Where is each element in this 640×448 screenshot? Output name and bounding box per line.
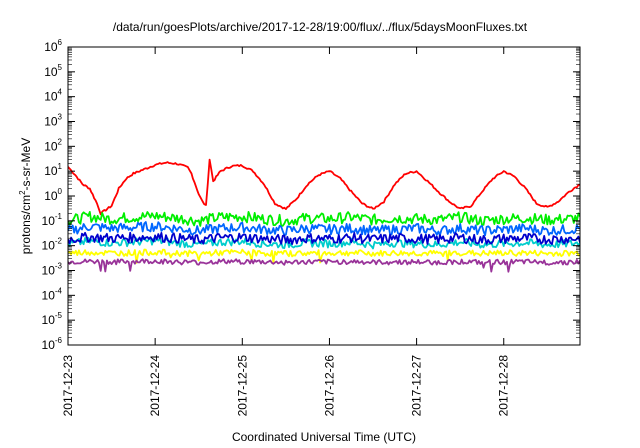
y-tick-label: 10-4 xyxy=(42,286,63,302)
x-tick-label: 2017-12-24 xyxy=(148,355,162,417)
y-tick-label: 10-1 xyxy=(42,212,63,228)
x-tick-label: 2017-12-23 xyxy=(61,355,75,417)
series-line-4 xyxy=(68,231,580,245)
x-axis-label: Coordinated Universal Time (UTC) xyxy=(231,430,417,444)
y-tick-label: 10-3 xyxy=(42,262,63,278)
y-tick-label: 106 xyxy=(44,38,62,54)
series-line-5 xyxy=(68,248,580,264)
y-axis: 10-6 10-5 10-4 10-3 10-2 10-1 100 101 102 103 104 1… xyxy=(42,38,580,352)
y-tick-label: 102 xyxy=(44,137,62,153)
y-tick-label: 10-6 xyxy=(42,336,63,352)
chart-title: /data/run/goesPlots/archive/2017-12-28/1… xyxy=(112,20,528,34)
x-tick-label: 2017-12-27 xyxy=(410,355,424,417)
series-line-1 xyxy=(68,211,580,227)
series-line-0 xyxy=(68,158,580,216)
y-tick-label: 100 xyxy=(44,187,62,203)
y-tick-label: 105 xyxy=(44,63,62,79)
y-tick-label: 101 xyxy=(44,162,62,178)
y-tick-label: 10-2 xyxy=(42,237,63,253)
y-tick-label: 10-5 xyxy=(42,311,63,327)
y-axis-label: protons/cm2-s-sr-MeV xyxy=(18,138,33,254)
x-tick-label: 2017-12-28 xyxy=(497,355,511,417)
plot-frame xyxy=(67,46,581,346)
series-line-6 xyxy=(68,258,580,273)
x-tick-label: 2017-12-25 xyxy=(235,355,249,417)
y-tick-label: 104 xyxy=(44,88,62,104)
x-tick-label: 2017-12-26 xyxy=(322,355,336,417)
series-line-2 xyxy=(68,221,580,237)
x-axis: 2017-12-23 2017-12-24 2017-12-25 2017-12-26… xyxy=(61,47,511,416)
series-layer xyxy=(68,158,580,273)
y-tick-label: 103 xyxy=(44,113,62,129)
